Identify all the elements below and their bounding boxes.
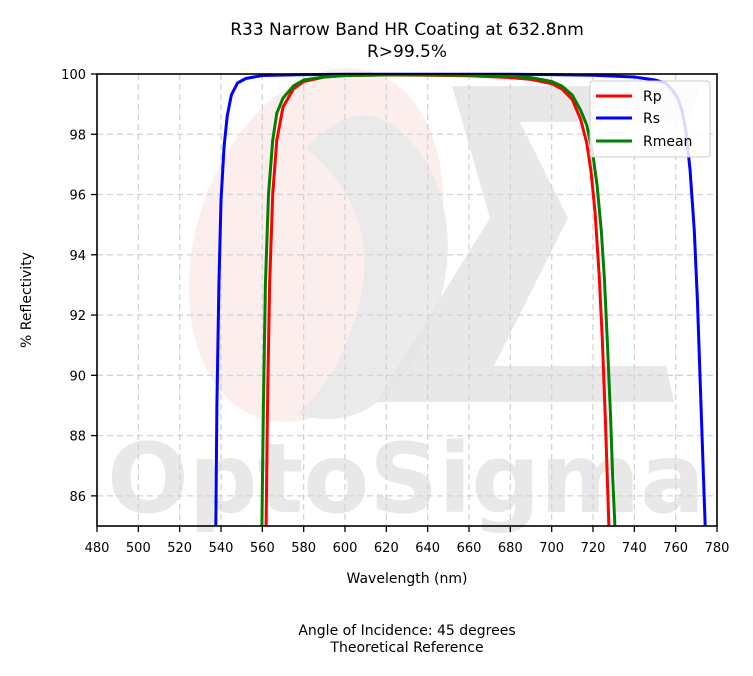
chart-subtitle: R>99.5% — [367, 42, 447, 62]
y-tick-label: 86 — [69, 490, 86, 505]
x-tick-label: 660 — [457, 541, 482, 556]
watermark-omega — [296, 115, 448, 420]
x-tick-label: 740 — [622, 541, 647, 556]
x-tick-label: 700 — [539, 541, 564, 556]
x-tick-label: 720 — [581, 541, 606, 556]
series-line-rmean — [260, 73, 617, 527]
x-tick-label: 500 — [126, 541, 151, 556]
footer-reference: Theoretical Reference — [329, 640, 483, 656]
x-tick-label: 540 — [209, 541, 234, 556]
legend: Rp Rs Rmean — [589, 80, 711, 158]
chart-title: R33 Narrow Band HR Coating at 632.8nm — [230, 20, 584, 40]
legend-label-rp: Rp — [643, 89, 662, 105]
x-tick-label: 760 — [663, 541, 688, 556]
x-tick-label: 600 — [333, 541, 358, 556]
y-tick-label: 90 — [69, 369, 86, 384]
y-axis-label: % Reflectivity — [19, 252, 35, 348]
x-tick-label: 620 — [374, 541, 399, 556]
sigma-icon — [376, 86, 700, 402]
y-tick-label: 92 — [69, 309, 86, 324]
legend-label-rmean: Rmean — [643, 134, 692, 150]
y-tick-label: 88 — [69, 430, 86, 445]
legend-box — [589, 80, 711, 158]
x-tick-label: 640 — [415, 541, 440, 556]
x-axis-label: Wavelength (nm) — [347, 571, 468, 587]
y-tick-label: 100 — [61, 68, 86, 83]
x-tick-label: 580 — [291, 541, 316, 556]
x-tick-label: 680 — [498, 541, 523, 556]
x-tick-label: 780 — [705, 541, 730, 556]
legend-label-rs: Rs — [643, 111, 660, 127]
y-tick-label: 96 — [69, 189, 86, 204]
footer-angle-of-incidence: Angle of Incidence: 45 degrees — [298, 623, 515, 639]
y-tick-label: 94 — [69, 249, 86, 264]
x-tick-label: 520 — [167, 541, 192, 556]
ticks: 480 500 520 540 560 580 600 620 640 660 680 700 720 7… — [61, 68, 729, 556]
x-tick-label: 560 — [250, 541, 275, 556]
y-tick-label: 98 — [69, 128, 86, 143]
axes-frame — [96, 73, 718, 527]
x-tick-label: 480 — [85, 541, 110, 556]
